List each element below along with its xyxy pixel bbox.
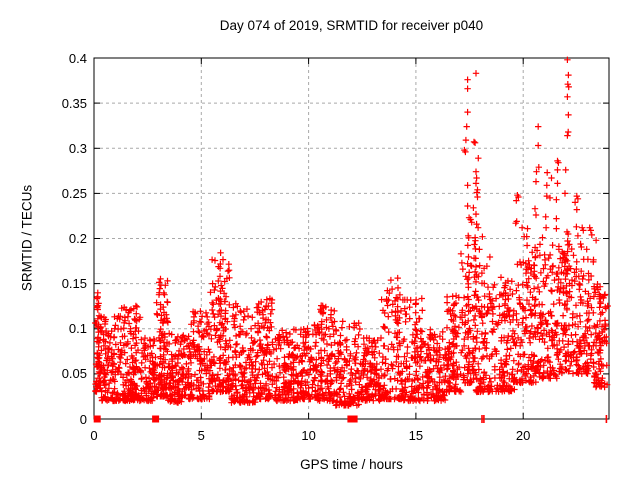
y-tick-label: 0.25 [61, 185, 87, 201]
x-tick-label: 20 [515, 428, 531, 443]
zero-value-thin-marker [483, 415, 485, 423]
x-tick-label: 10 [301, 428, 316, 443]
y-tick-label: 0.05 [61, 366, 87, 382]
y-tick-label: 0.15 [61, 276, 87, 292]
x-tick-label: 5 [197, 428, 205, 443]
y-tick-label: 0 [79, 411, 87, 427]
zero-value-square-marker [93, 415, 101, 423]
zero-value-thin-marker [605, 415, 608, 423]
y-tick-label: 0.3 [68, 140, 87, 156]
zero-value-square-marker [350, 415, 358, 423]
zero-value-square-marker [152, 415, 160, 423]
x-tick-label: 0 [90, 428, 98, 443]
zero-value-thin-marker [481, 415, 483, 423]
x-axis-label: GPS time / hours [300, 457, 403, 472]
y-tick-label: 0.4 [68, 50, 87, 66]
x-tick-label: 15 [408, 428, 424, 443]
y-tick-label: 0.1 [68, 321, 87, 337]
y-tick-label: 0.2 [68, 231, 87, 246]
y-tick-label: 0.35 [61, 95, 87, 111]
chart-title: Day 074 of 2019, SRMTID for receiver p04… [219, 18, 484, 33]
data-points [92, 56, 611, 409]
